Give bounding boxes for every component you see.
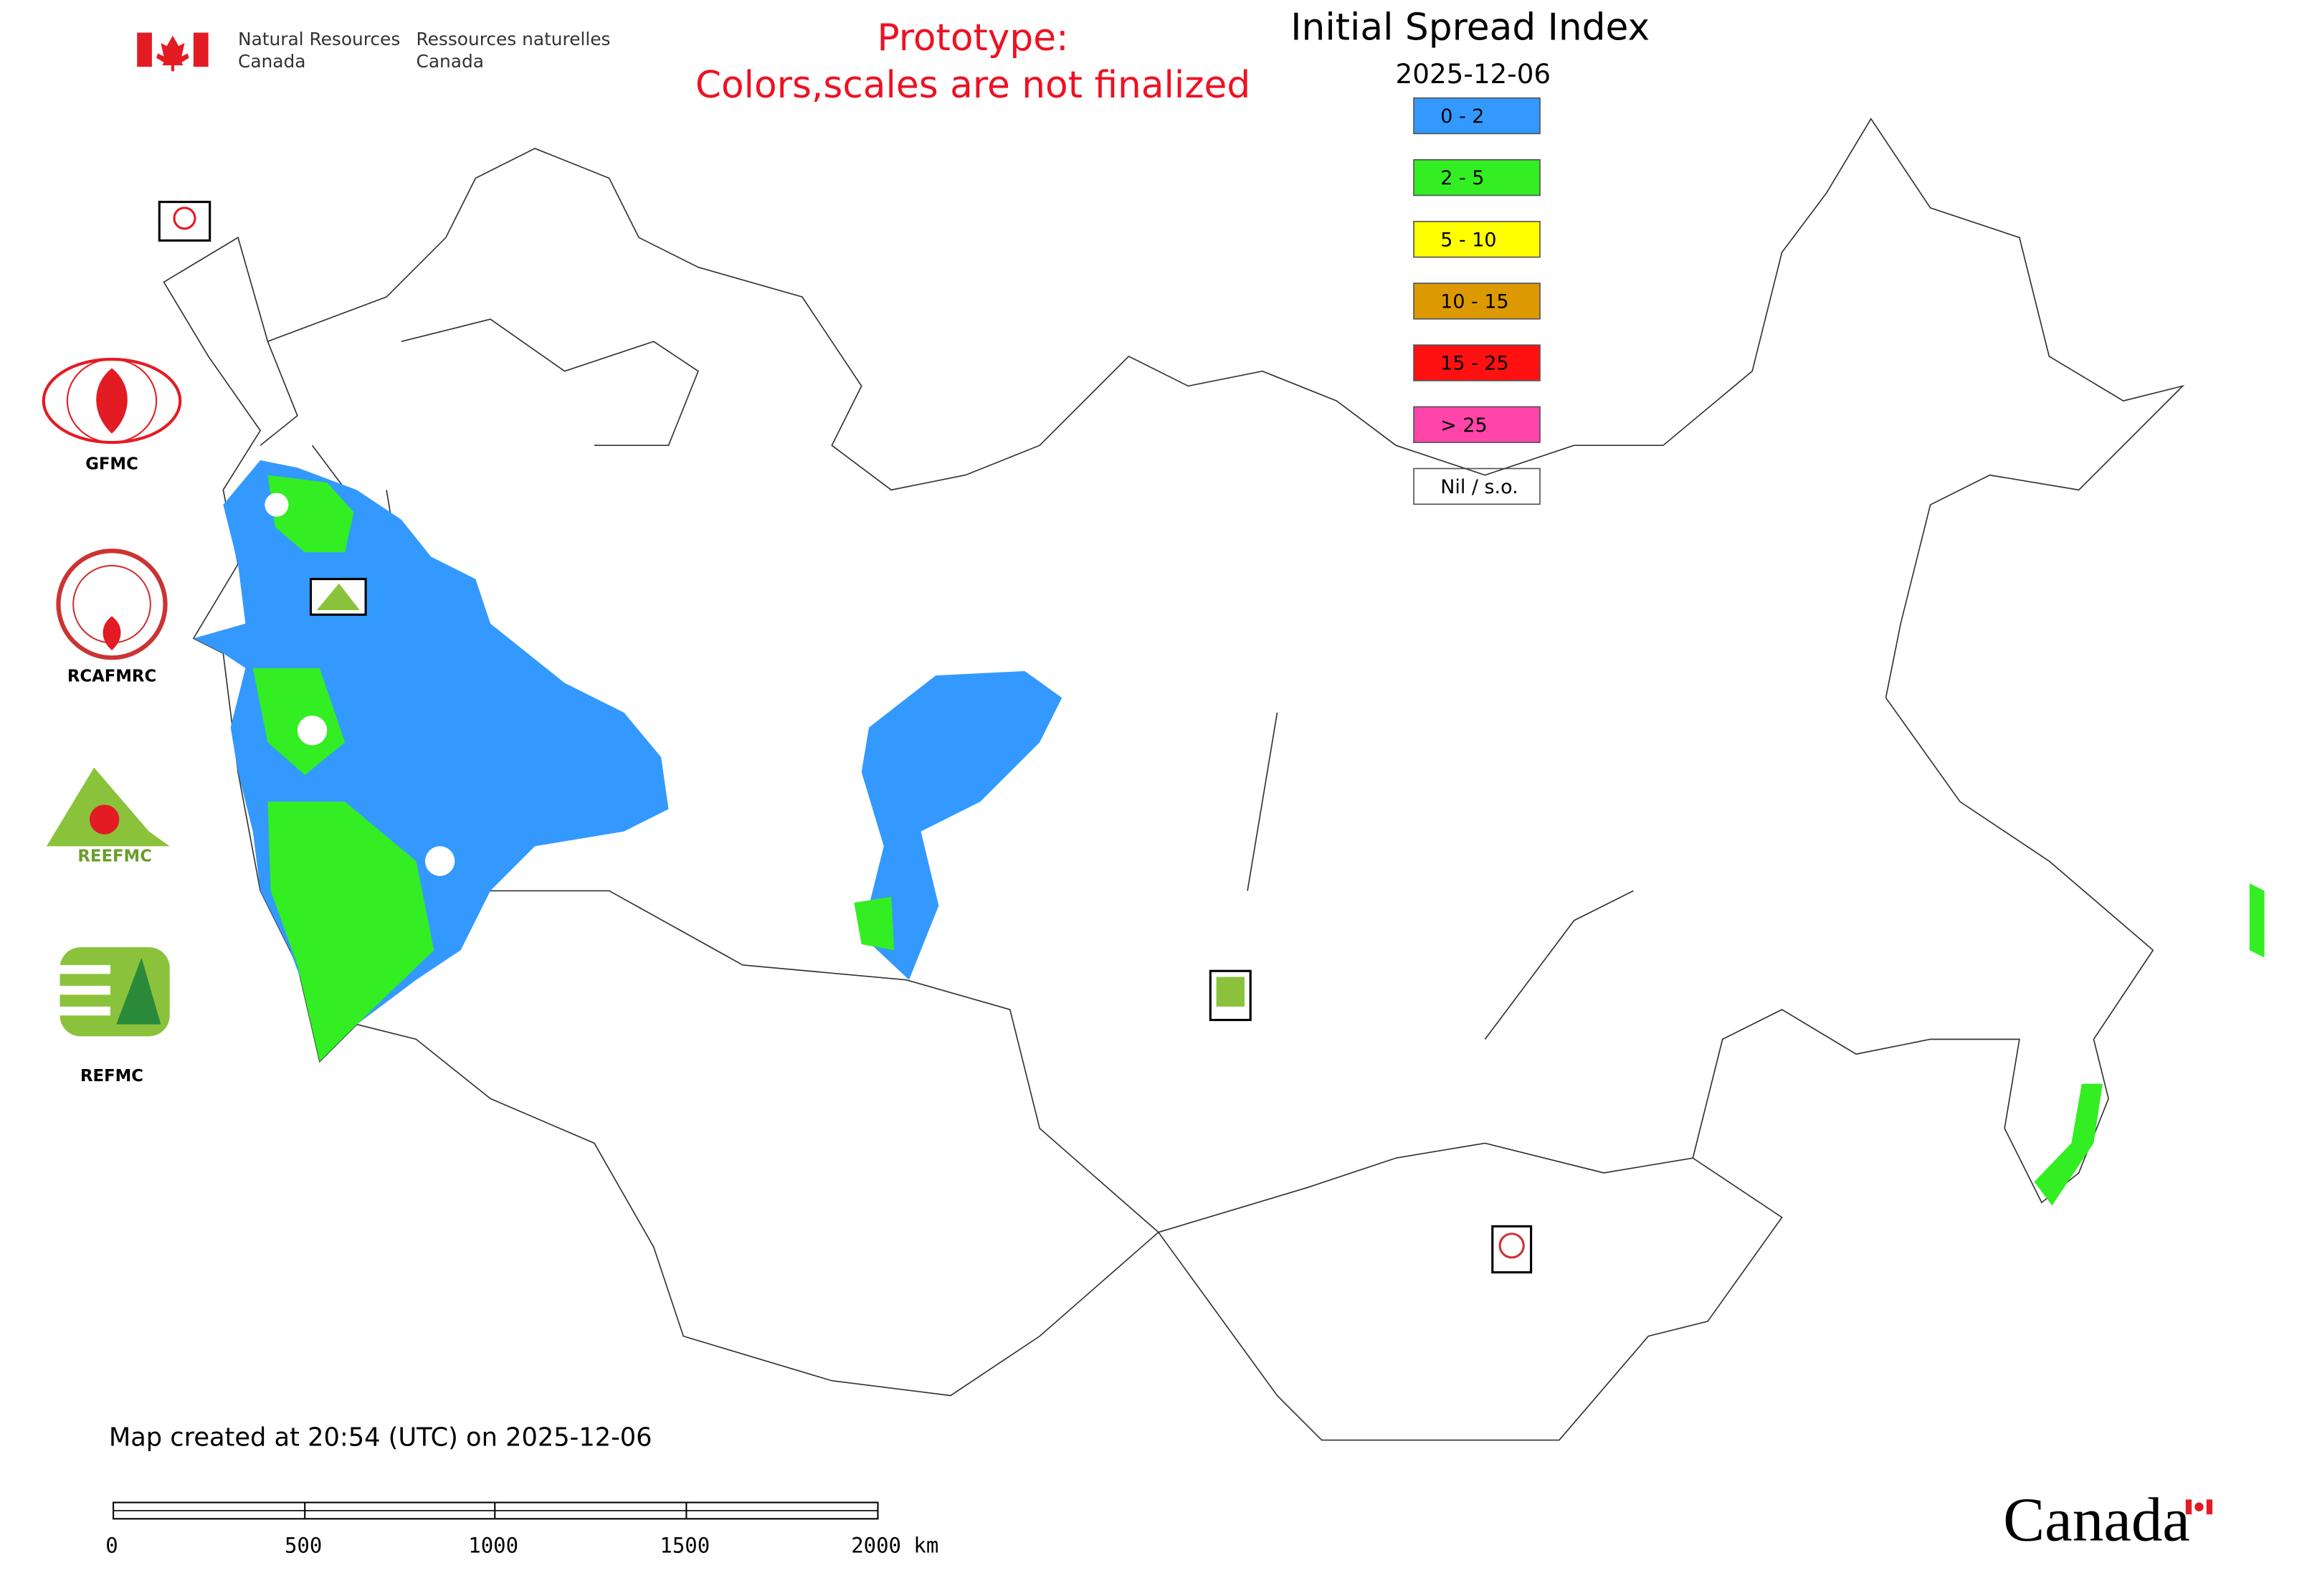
legend-swatch <box>1413 406 1541 443</box>
map-date: 2025-12-06 <box>1396 58 1551 90</box>
gfmc-logo <box>42 358 182 445</box>
scale-label: 1000 <box>468 1534 518 1558</box>
prototype-notice: Colors,scales are not finalized <box>695 64 1250 107</box>
legend-label: 15 - 25 <box>1440 353 1508 375</box>
dept-fr: Ressources naturelles <box>417 29 611 49</box>
rcafmrc-logo <box>56 548 168 660</box>
legend: 0 - 2 2 - 5 5 - 10 10 - 15 15 - 25 > 25 Nil / … <box>1413 97 1541 505</box>
logo-label: RCAFMRC <box>67 668 156 686</box>
refmc-logo <box>60 947 170 1037</box>
scale-bar: 0 500 1000 1500 2000 km <box>105 1501 938 1558</box>
dept-en: Natural Resources <box>238 29 400 49</box>
legend-swatch <box>1413 344 1541 381</box>
canada-wordmark: Canada <box>2003 1486 2190 1554</box>
legend-label: 2 - 5 <box>1440 167 1484 189</box>
legend-label: 10 - 15 <box>1440 291 1508 313</box>
legend-swatch <box>1413 282 1541 320</box>
reefmc-logo: REEFMC <box>39 767 191 865</box>
creation-note: Map created at 20:54 (UTC) on 2025-12-06 <box>109 1423 652 1453</box>
logo-label: GFMC <box>85 455 138 474</box>
scale-label: 2000 km <box>851 1534 938 1558</box>
scale-label: 0 <box>105 1534 118 1558</box>
legend-label: 0 - 2 <box>1440 105 1484 128</box>
legend-swatch <box>1413 97 1541 135</box>
scale-label: 1500 <box>660 1534 710 1558</box>
legend-label: 5 - 10 <box>1440 229 1496 251</box>
logo-label: REFMC <box>80 1067 143 1086</box>
map-title: Initial Spread Index <box>1290 6 1650 49</box>
centre-markers <box>158 201 1533 1274</box>
legend-swatch <box>1413 467 1541 505</box>
dept-en: Canada <box>238 51 305 72</box>
legend-label: Nil / s.o. <box>1440 476 1518 498</box>
scale-label: 500 <box>285 1534 322 1558</box>
index-areas <box>193 460 2265 1206</box>
prototype-notice: Prototype: <box>877 16 1068 60</box>
wordmark-flag <box>2185 1499 2213 1515</box>
dept-fr: Canada <box>417 51 484 72</box>
legend-swatch <box>1413 158 1541 196</box>
legend-label: > 25 <box>1440 414 1487 437</box>
svg-text:REEFMC: REEFMC <box>77 847 152 865</box>
nrcan-logo <box>137 32 209 72</box>
legend-swatch <box>1413 221 1541 258</box>
